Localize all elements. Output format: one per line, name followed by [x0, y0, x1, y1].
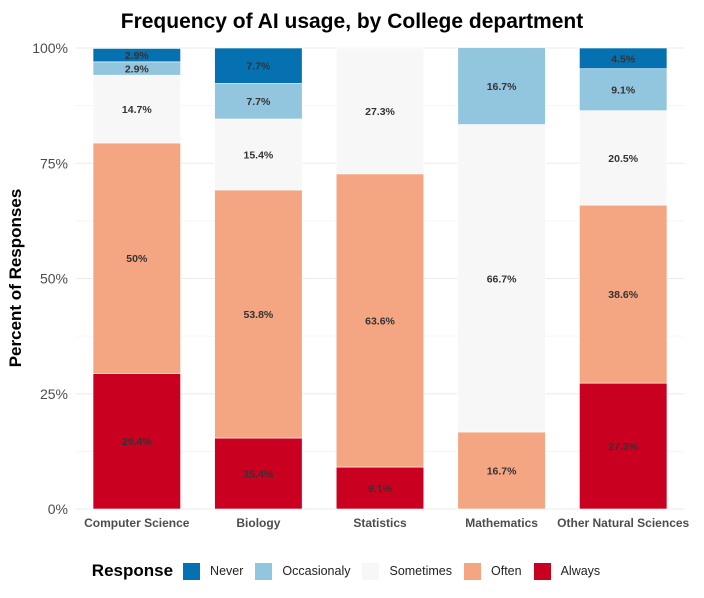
bar-value-label: 53.8% — [244, 309, 274, 321]
bar-value-label: 9.1% — [611, 85, 636, 97]
bar-segment-often — [335, 173, 425, 468]
bar-value-label: 2.9% — [125, 50, 150, 62]
bar-value-label: 9.1% — [368, 483, 393, 495]
bar-value-label: 27.3% — [365, 106, 395, 118]
bar-segment-sometimes — [335, 47, 425, 175]
bars — [92, 47, 668, 510]
bar-segment-often — [92, 142, 181, 374]
bar-value-label: 4.5% — [611, 53, 636, 65]
bar-segment-never — [92, 48, 181, 63]
bar-segment-always — [579, 382, 668, 510]
x-tick-label: Other Natural Sciences — [557, 516, 689, 530]
bar-segment-sometimes — [214, 118, 303, 191]
x-tick-label: Statistics — [353, 516, 407, 530]
bar-value-label: 15.4% — [244, 469, 274, 481]
bar-value-label: 29.4% — [122, 436, 152, 448]
bar-segment-never — [579, 47, 668, 70]
bar-value-label: 27.3% — [608, 441, 638, 453]
legend-label: Always — [560, 564, 601, 578]
bar-value-label: 16.7% — [487, 466, 517, 478]
legend-item-sometimes: Sometimes — [362, 562, 453, 580]
x-tick-label: Mathematics — [465, 516, 538, 530]
legend-label: Sometimes — [389, 564, 453, 578]
y-tick-label: 25% — [40, 386, 68, 402]
plot-area: 0% 25% 50% 75% 100% 29.4% 50% 14.7% 2.9% 2.9% 15.… — [32, 40, 689, 530]
bar-segment-occasionaly — [214, 83, 303, 120]
legend-swatch — [255, 562, 273, 580]
y-tick-label: 50% — [40, 271, 68, 287]
bar-value-label: 2.9% — [125, 64, 150, 76]
bar-value-label: 16.7% — [487, 81, 517, 93]
y-tick-label: 100% — [32, 40, 68, 56]
legend-swatch — [533, 562, 551, 580]
bar-segment-always — [92, 373, 181, 510]
bar-segment-sometimes — [457, 124, 546, 433]
bar-value-label: 15.4% — [244, 149, 274, 161]
legend-swatch — [464, 562, 482, 580]
legend-swatch — [362, 562, 380, 580]
y-tick-labels: 0% 25% 50% 75% 100% — [32, 40, 68, 517]
legend-label: Often — [491, 564, 522, 578]
bar-segment-never — [214, 47, 303, 84]
bar-segment-sometimes — [92, 74, 181, 144]
bar-value-label: 38.6% — [608, 289, 638, 301]
bar-value-label: 63.6% — [365, 315, 395, 327]
legend-item-often: Often — [464, 562, 522, 580]
y-tick-label: 0% — [48, 501, 68, 517]
legend: Response Never Occasionaly Sometimes Often A… — [0, 556, 704, 586]
legend-swatch — [183, 562, 201, 580]
legend-label: Occasionaly — [282, 564, 351, 578]
bar-value-label: 20.5% — [608, 153, 638, 165]
x-tick-label: Computer Science — [84, 516, 190, 530]
bar-segment-always — [335, 466, 425, 510]
legend-item-occasionaly: Occasionaly — [255, 562, 351, 580]
bar-segment-occasionaly — [457, 47, 546, 125]
bar-value-label: 7.7% — [246, 96, 271, 108]
bar-value-label: 66.7% — [487, 273, 517, 285]
legend-label: Never — [210, 564, 244, 578]
legend-title: Response — [91, 561, 174, 580]
x-tick-label: Biology — [236, 516, 280, 530]
bar-segment-occasionaly — [579, 68, 668, 111]
x-tick-labels: Computer Science Biology Statistics Mathema… — [84, 516, 689, 530]
bar-value-label: 50% — [126, 253, 148, 265]
legend-item-never: Never — [183, 562, 244, 580]
bar-value-label: 14.7% — [122, 104, 152, 116]
bar-segment-often — [457, 431, 546, 510]
bar-segment-sometimes — [579, 110, 668, 206]
bar-labels: 29.4% 50% 14.7% 2.9% 2.9% 15.4% 53.8% 15.4% 7.7%… — [122, 50, 639, 495]
legend-item-always: Always — [533, 562, 601, 580]
chart-title: Frequency of AI usage, by College depart… — [120, 10, 584, 33]
bar-value-label: 7.7% — [246, 61, 271, 73]
bar-segment-always — [214, 437, 303, 510]
y-tick-label: 75% — [40, 155, 68, 171]
bar-segment-often — [579, 204, 668, 384]
